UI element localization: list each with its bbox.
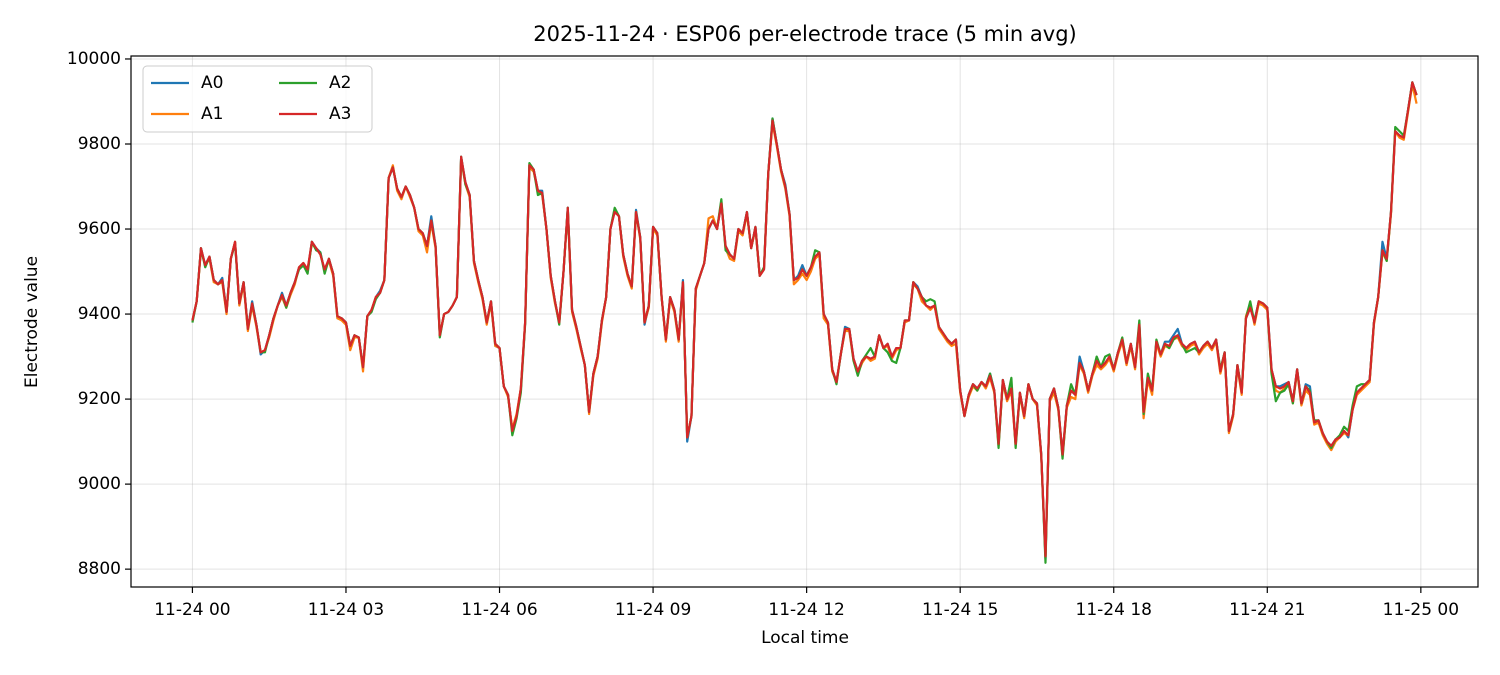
lines	[191, 81, 1418, 564]
y-axis-label: Electrode value	[22, 256, 42, 388]
grid	[131, 56, 1478, 587]
x-tick-label: 11-24 21	[1229, 600, 1305, 620]
x-tick-label: 11-24 18	[1076, 600, 1152, 620]
y-tick-label: 8800	[78, 559, 121, 579]
y-tick-label: 9400	[78, 304, 121, 324]
y-tick-label: 9200	[78, 389, 121, 409]
x-axis-label: Local time	[761, 628, 849, 648]
ticks: 11-24 00 11-24 03 11-24 06 11-24 09 11-24 12…	[67, 49, 1459, 620]
legend: A0 A1 A2 A3	[142, 65, 373, 133]
x-tick-label: 11-24 15	[922, 600, 998, 620]
series-line	[191, 81, 1418, 558]
x-tick-label: 11-25 00	[1383, 600, 1459, 620]
plot-frame	[130, 55, 1479, 588]
y-tick-label: 10000	[67, 49, 121, 69]
chart-title: 2025-11-24 · ESP06 per-electrode trace (…	[533, 22, 1076, 46]
y-tick-label: 9000	[78, 474, 121, 494]
y-tick-label: 9600	[78, 219, 121, 239]
x-tick-label: 11-24 06	[461, 600, 537, 620]
y-tick-label: 9800	[78, 134, 121, 154]
legend-label: A1	[201, 104, 223, 124]
x-tick-label: 11-24 09	[615, 600, 691, 620]
x-tick-label: 11-24 00	[154, 600, 230, 620]
x-tick-label: 11-24 12	[768, 600, 844, 620]
legend-label: A2	[329, 73, 351, 93]
legend-label: A3	[329, 104, 351, 124]
x-tick-label: 11-24 03	[308, 600, 384, 620]
legend-label: A0	[201, 73, 223, 93]
